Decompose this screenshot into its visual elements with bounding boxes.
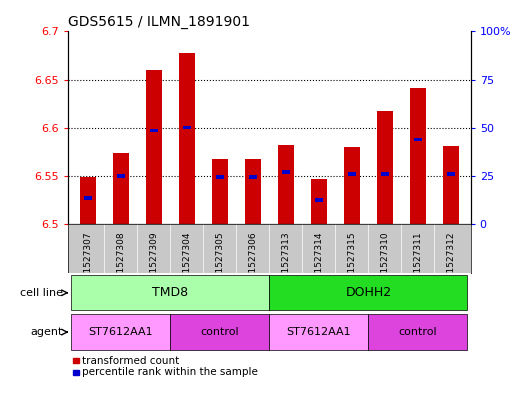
Bar bbox=[414, 138, 422, 141]
Bar bbox=[315, 198, 323, 202]
Bar bbox=[71, 314, 170, 350]
Text: GSM1527306: GSM1527306 bbox=[248, 231, 257, 292]
Bar bbox=[442, 146, 459, 224]
Bar bbox=[170, 314, 269, 350]
Bar bbox=[377, 111, 393, 224]
Text: transformed count: transformed count bbox=[82, 356, 179, 365]
Text: ST7612AA1: ST7612AA1 bbox=[88, 327, 153, 337]
Text: GSM1527304: GSM1527304 bbox=[183, 231, 191, 292]
Bar bbox=[71, 275, 269, 310]
Text: agent: agent bbox=[30, 327, 63, 337]
Bar bbox=[381, 172, 389, 176]
Text: GSM1527315: GSM1527315 bbox=[347, 231, 356, 292]
Bar bbox=[112, 153, 129, 224]
Text: DOHH2: DOHH2 bbox=[345, 286, 391, 299]
Bar bbox=[269, 275, 468, 310]
Text: GSM1527312: GSM1527312 bbox=[447, 231, 456, 292]
Bar bbox=[117, 174, 125, 178]
Bar bbox=[269, 314, 368, 350]
Bar bbox=[150, 129, 158, 132]
Bar bbox=[183, 126, 191, 129]
Bar bbox=[249, 175, 257, 178]
Text: GSM1527310: GSM1527310 bbox=[380, 231, 390, 292]
Bar bbox=[282, 170, 290, 174]
Bar bbox=[84, 196, 92, 200]
Bar bbox=[447, 172, 455, 176]
Text: GSM1527311: GSM1527311 bbox=[413, 231, 423, 292]
Bar bbox=[311, 179, 327, 224]
Text: GSM1527313: GSM1527313 bbox=[281, 231, 290, 292]
Bar bbox=[348, 172, 356, 176]
Text: TMD8: TMD8 bbox=[152, 286, 188, 299]
Bar bbox=[368, 314, 468, 350]
Bar bbox=[245, 160, 261, 224]
Text: GSM1527307: GSM1527307 bbox=[83, 231, 92, 292]
Bar bbox=[145, 70, 162, 224]
Text: GDS5615 / ILMN_1891901: GDS5615 / ILMN_1891901 bbox=[68, 15, 250, 29]
Text: GSM1527308: GSM1527308 bbox=[116, 231, 126, 292]
Bar bbox=[344, 147, 360, 224]
Bar bbox=[178, 53, 195, 224]
Text: ST7612AA1: ST7612AA1 bbox=[287, 327, 351, 337]
Text: GSM1527305: GSM1527305 bbox=[215, 231, 224, 292]
Text: control: control bbox=[200, 327, 239, 337]
Bar bbox=[212, 160, 228, 224]
Text: cell line: cell line bbox=[20, 288, 63, 298]
Bar bbox=[278, 145, 294, 224]
Bar bbox=[79, 177, 96, 224]
Text: GSM1527314: GSM1527314 bbox=[314, 231, 323, 292]
Text: percentile rank within the sample: percentile rank within the sample bbox=[82, 367, 258, 377]
Text: GSM1527309: GSM1527309 bbox=[149, 231, 158, 292]
Bar bbox=[215, 175, 224, 178]
Text: control: control bbox=[399, 327, 437, 337]
Bar bbox=[410, 88, 426, 224]
